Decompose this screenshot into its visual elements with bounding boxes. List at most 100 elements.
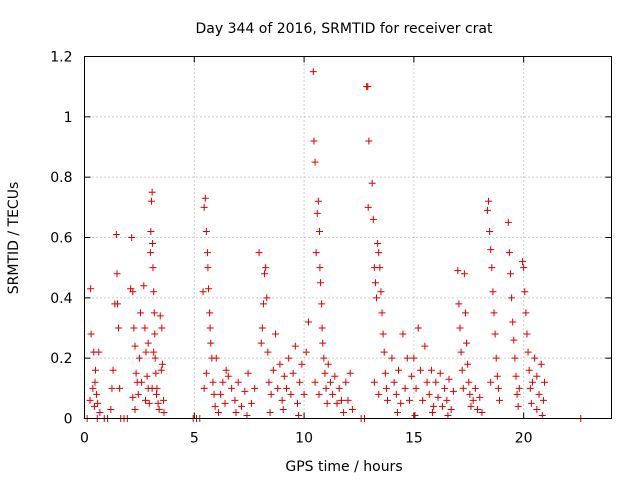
data-point	[95, 348, 103, 356]
data-point	[199, 288, 207, 296]
data-point	[263, 294, 271, 302]
data-point	[274, 384, 282, 392]
data-point	[465, 378, 473, 386]
data-point	[115, 324, 123, 332]
data-point	[261, 270, 269, 278]
data-point	[283, 384, 291, 392]
data-point	[438, 402, 446, 410]
data-point	[116, 384, 124, 392]
data-point	[485, 197, 493, 205]
data-point	[337, 396, 345, 404]
data-point	[395, 366, 403, 374]
y-axis-label: SRMTID / TECUs	[6, 182, 22, 295]
data-point	[528, 378, 536, 386]
data-point	[399, 330, 407, 338]
data-point	[296, 378, 304, 386]
data-point	[151, 330, 159, 338]
data-point	[143, 372, 151, 380]
data-point	[483, 206, 491, 214]
data-point	[441, 384, 449, 392]
data-point	[113, 300, 121, 308]
data-point	[521, 288, 529, 296]
data-point	[153, 390, 161, 398]
data-point	[519, 258, 527, 266]
data-point	[130, 324, 138, 332]
data-point	[238, 402, 246, 410]
data-point	[423, 378, 431, 386]
data-point	[510, 336, 518, 344]
data-point	[401, 384, 409, 392]
data-point	[331, 372, 339, 380]
data-point	[318, 300, 326, 308]
data-point	[505, 249, 513, 257]
data-point	[397, 399, 405, 407]
data-point	[267, 390, 275, 398]
data-point	[136, 309, 144, 317]
data-point	[202, 369, 210, 377]
data-point	[315, 227, 323, 235]
data-point	[364, 203, 372, 211]
data-point	[262, 264, 270, 272]
data-point	[390, 378, 398, 386]
data-point	[379, 330, 387, 338]
data-point	[461, 309, 469, 317]
data-point	[380, 348, 388, 356]
data-point	[94, 399, 102, 407]
data-point	[228, 384, 236, 392]
data-point	[202, 227, 210, 235]
data-point	[523, 330, 531, 338]
data-point	[425, 390, 433, 398]
data-point	[314, 197, 322, 205]
data-point	[538, 411, 546, 419]
data-point	[414, 324, 422, 332]
data-point	[272, 330, 280, 338]
data-point	[206, 324, 214, 332]
data-point	[147, 197, 155, 205]
data-point	[96, 408, 104, 416]
data-point	[329, 390, 337, 398]
data-point	[90, 402, 98, 410]
data-point	[259, 300, 267, 308]
data-point	[531, 354, 539, 362]
data-point	[471, 384, 479, 392]
data-point	[212, 354, 220, 362]
data-point	[317, 279, 325, 287]
data-point	[490, 309, 498, 317]
data-point	[370, 378, 378, 386]
data-point	[221, 399, 229, 407]
data-point	[241, 387, 249, 395]
data-point	[319, 339, 327, 347]
data-point	[311, 378, 319, 386]
data-point	[488, 264, 496, 272]
data-point	[322, 384, 330, 392]
chart-title: Day 344 of 2016, SRMTID for receiver cra…	[196, 21, 493, 37]
data-point	[492, 354, 500, 362]
data-point	[509, 318, 517, 326]
data-point	[89, 384, 97, 392]
data-point	[348, 405, 356, 413]
data-point	[107, 405, 115, 413]
data-point	[318, 324, 326, 332]
data-point	[405, 396, 413, 404]
data-point	[247, 399, 255, 407]
data-point	[378, 309, 386, 317]
data-point	[340, 408, 348, 416]
data-point	[158, 324, 166, 332]
data-point	[91, 378, 99, 386]
data-point	[285, 354, 293, 362]
data-point	[514, 402, 522, 410]
data-point	[311, 158, 319, 166]
data-point	[364, 83, 372, 91]
data-point	[150, 309, 158, 317]
data-point	[474, 405, 482, 413]
data-point	[128, 234, 136, 241]
data-point	[276, 360, 284, 368]
data-point	[489, 288, 497, 296]
data-point	[278, 396, 286, 404]
data-point	[214, 408, 222, 416]
data-point	[373, 294, 381, 302]
data-point	[382, 384, 390, 392]
data-point	[86, 396, 94, 404]
x-tick-label: 0	[80, 431, 89, 447]
data-point	[447, 405, 455, 413]
